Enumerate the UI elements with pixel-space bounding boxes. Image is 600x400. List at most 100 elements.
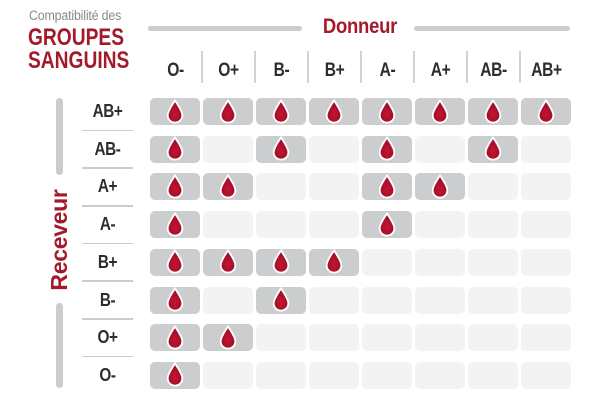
donor-header-B+: B+ [324,60,344,81]
blood-drop-icon [166,287,184,312]
cell-A+-from-A- [362,173,412,201]
blood-drop-icon [166,136,184,161]
cell-O+-from-A+ [415,324,465,352]
cell-A--from-O- [150,211,200,239]
donor-header-separator [359,51,362,83]
cell-B--from-O+ [203,286,253,314]
cell-B--from-A- [362,286,412,314]
cell-O--from-O- [150,361,200,389]
cell-A--from-O+ [203,211,253,239]
blood-drop-icon [166,362,184,387]
cell-AB--from-AB+ [521,135,571,163]
blood-drop-icon [219,249,237,274]
blood-drop-icon [484,136,502,161]
cell-O+-from-O+ [203,324,253,352]
cell-AB+-from-A- [362,98,412,125]
title-subtitle: Compatibilité des [29,8,122,23]
cell-O--from-O+ [203,361,253,389]
cell-B--from-B+ [309,286,359,314]
cell-A+-from-B+ [309,173,359,201]
cell-AB+-from-O- [150,98,200,125]
cell-O--from-A+ [415,361,465,389]
donor-header-B-: B- [273,60,289,81]
cell-B+-from-B+ [309,248,359,276]
receiver-axis-label: Receveur [46,189,72,291]
donor-axis-line-left [148,26,302,31]
blood-drop-icon [272,249,290,274]
cell-A--from-AB+ [521,211,571,239]
cell-B+-from-A- [362,248,412,276]
cell-AB+-from-B- [256,98,306,125]
blood-drop-icon [378,174,396,199]
receiver-label-AB-: AB- [94,138,121,159]
receiver-axis-line-bottom [56,303,63,388]
cell-A--from-AB- [468,211,518,239]
donor-header-AB+: AB+ [530,60,562,81]
cell-O+-from-AB+ [521,324,571,352]
blood-drop-icon [166,211,184,237]
title-main-line2: SANGUINS [28,47,130,74]
blood-drop-icon [378,211,396,237]
donor-axis-line-right [414,26,570,31]
blood-drop-icon [166,98,184,124]
receiver-label-divider [82,355,133,358]
cell-B+-from-O+ [203,248,253,276]
receiver-label-divider [82,129,133,132]
donor-header-separator [306,51,309,83]
blood-drop-icon [484,98,502,124]
cell-O+-from-A- [362,324,412,352]
receiver-label-A-: A- [99,214,116,235]
cell-O--from-AB+ [521,361,571,389]
cell-B--from-O- [150,286,200,314]
title-main-line1: GROUPES [28,24,125,51]
donor-header-separator [465,51,468,83]
cell-AB+-from-AB- [468,98,518,125]
cell-O+-from-B+ [309,324,359,352]
receiver-label-divider [82,318,133,320]
cell-B--from-B- [256,286,306,314]
cell-B--from-A+ [415,286,465,314]
cell-AB+-from-B+ [309,98,359,125]
blood-drop-icon [272,98,290,124]
cell-B+-from-A+ [415,248,465,276]
cell-AB--from-A- [362,135,412,163]
blood-drop-icon [537,98,555,124]
blood-drop-icon [219,325,237,350]
receiver-label-AB+: AB+ [92,101,123,121]
cell-AB--from-O+ [203,135,253,163]
blood-drop-icon [325,98,343,124]
blood-drop-icon [378,136,396,161]
blood-drop-icon [219,98,237,124]
cell-AB+-from-A+ [415,98,465,125]
cell-AB--from-B+ [309,135,359,163]
cell-B+-from-AB+ [521,248,571,276]
cell-AB--from-AB- [468,135,518,163]
cell-B+-from-O- [150,248,200,276]
donor-header-separator [412,51,415,83]
blood-drop-icon [431,174,449,199]
receiver-label-O-: O- [99,364,116,385]
cell-A--from-A- [362,211,412,239]
receiver-label-A+: A+ [97,176,118,197]
cell-O+-from-O- [150,324,200,352]
receiver-label-divider [82,167,133,169]
blood-drop-icon [325,249,343,274]
receiver-label-O+: O+ [97,327,118,348]
donor-header-separator [200,51,203,83]
donor-header-O+: O+ [217,60,239,81]
blood-drop-icon [166,249,184,274]
cell-AB+-from-AB+ [521,98,571,125]
donor-axis-label: Donneur [322,15,398,38]
blood-drop-icon [431,98,449,124]
blood-drop-icon [272,136,290,161]
cell-O--from-B- [256,361,306,389]
cell-O+-from-B- [256,324,306,352]
cell-B+-from-AB- [468,248,518,276]
cell-O--from-A- [362,361,412,389]
receiver-label-B-: B- [99,289,116,310]
receiver-label-divider [82,280,133,282]
donor-header-O-: O- [166,60,184,81]
donor-header-A+: A+ [430,60,450,81]
cell-AB--from-A+ [415,135,465,163]
